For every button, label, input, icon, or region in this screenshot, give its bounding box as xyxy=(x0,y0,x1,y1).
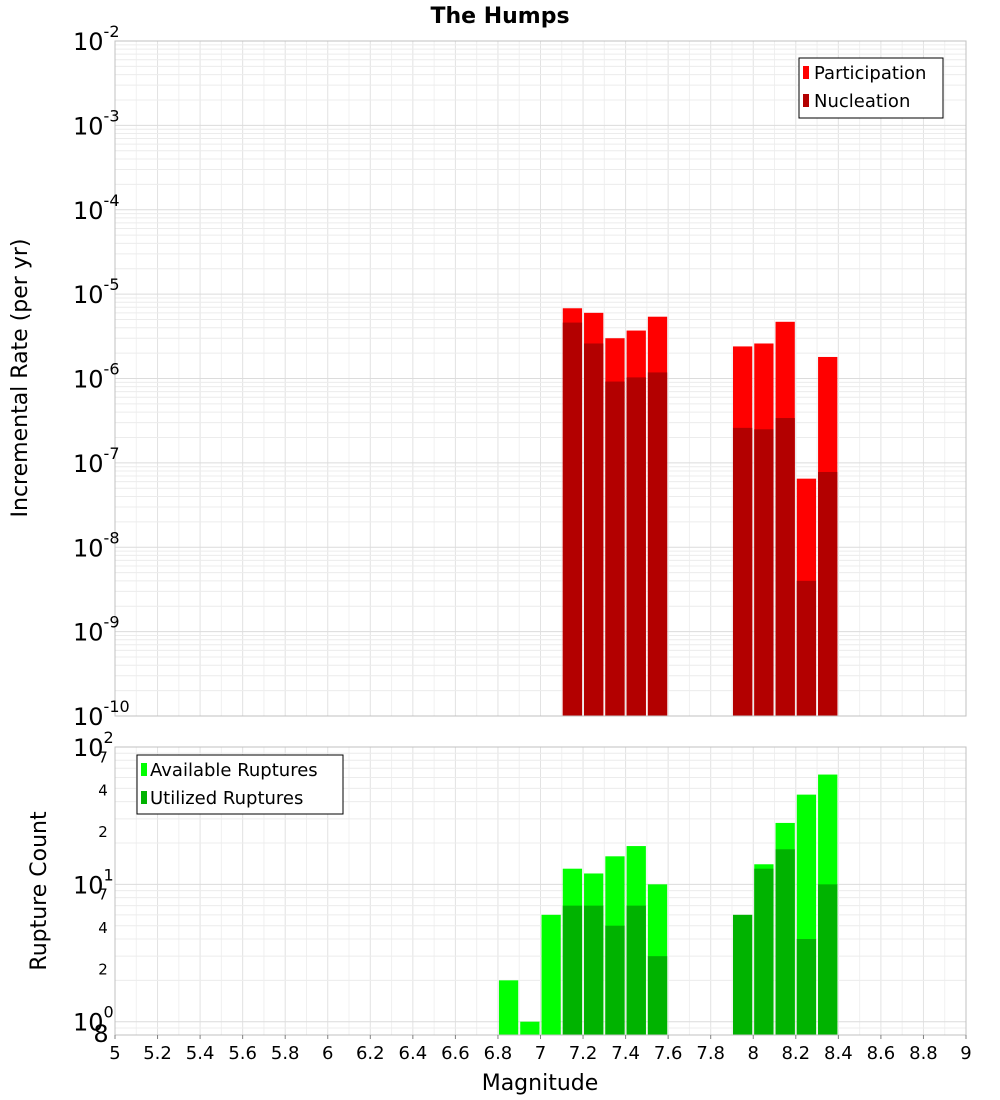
chart-title: The Humps xyxy=(430,4,569,29)
y-tick-label: 10-3 xyxy=(73,106,120,140)
legend-swatch-utilized-ruptures xyxy=(141,791,147,804)
bar-nucleation-7.9 xyxy=(732,427,753,716)
x-tick-label: 7.2 xyxy=(569,1043,598,1064)
x-axis-label: Magnitude xyxy=(482,1071,599,1096)
x-tick-label: 6.4 xyxy=(399,1043,428,1064)
bottom-legend: Available Ruptures Utilized Ruptures xyxy=(136,754,344,815)
x-tick-label: 8 xyxy=(748,1043,759,1064)
bar-nucleation-8.2 xyxy=(796,580,817,716)
bar-available-ruptures-6.8 xyxy=(498,980,519,1035)
y-tick-label: 10-4 xyxy=(73,191,120,225)
y-tick-label: 101 xyxy=(73,865,114,899)
top-gridlines xyxy=(114,40,967,717)
y-tick-label: 10-5 xyxy=(73,275,120,309)
x-tick-label: 8.8 xyxy=(909,1043,938,1064)
bar-nucleation-7.5 xyxy=(647,372,668,716)
x-tick-label: 7.6 xyxy=(654,1043,683,1064)
top-legend: Participation Nucleation xyxy=(798,57,944,119)
x-tick-label: 5.8 xyxy=(271,1043,300,1064)
y-tick-label: 102 xyxy=(73,728,114,762)
bar-nucleation-7.4 xyxy=(626,377,646,716)
y-tick-label-minor: 4 xyxy=(98,919,108,937)
legend-label-participation: Participation xyxy=(814,63,926,84)
top-plot-frame xyxy=(114,40,967,717)
y-tick-label: 10-7 xyxy=(73,444,120,478)
y-tick-label-minor: 7 xyxy=(98,886,108,904)
bar-nucleation-8.1 xyxy=(775,418,795,716)
y-tick-label-minor: 8 xyxy=(93,1020,108,1048)
bar-utilized-ruptures-7.3 xyxy=(605,925,625,1035)
y-tick-label-minor: 2 xyxy=(98,823,108,841)
x-tick-label: 5.4 xyxy=(186,1043,215,1064)
x-tick-label: 7.8 xyxy=(696,1043,725,1064)
x-tick-label: 7.4 xyxy=(611,1043,640,1064)
bar-utilized-ruptures-7.4 xyxy=(626,905,646,1035)
y-tick-label-minor: 2 xyxy=(98,960,108,978)
x-tick-label: 5.6 xyxy=(228,1043,257,1064)
x-tick-label: 8.2 xyxy=(781,1043,810,1064)
x-ticks: 5 5.2 5.4 5.6 5.8 6 6.2 6.4 6.6 6.8 7 7.2 7.4 7.6 7.8 8… xyxy=(109,1035,972,1064)
x-tick-label: 8.4 xyxy=(824,1043,853,1064)
x-tick-label: 6 xyxy=(322,1043,333,1064)
top-legend-box xyxy=(798,57,944,119)
x-tick-label: 6.6 xyxy=(441,1043,470,1064)
y-tick-label: 10-6 xyxy=(73,360,120,394)
x-tick-label: 5.2 xyxy=(143,1043,172,1064)
legend-label-nucleation: Nucleation xyxy=(814,91,910,112)
y-tick-label: 10-2 xyxy=(73,22,120,56)
bottom-legend-box xyxy=(136,754,344,815)
bar-nucleation-8 xyxy=(754,429,774,716)
legend-swatch-nucleation xyxy=(803,94,809,107)
bar-utilized-ruptures-7.1 xyxy=(562,905,583,1035)
bar-utilized-ruptures-7.5 xyxy=(647,956,668,1035)
bottom-bars xyxy=(498,774,838,1035)
y-tick-label: 100 xyxy=(73,1003,114,1037)
legend-swatch-participation xyxy=(803,66,809,79)
bar-nucleation-7.3 xyxy=(605,381,625,716)
x-tick-label: 6.2 xyxy=(356,1043,385,1064)
bottom-y-axis-label: Rupture Count xyxy=(27,811,52,971)
legend-label-available-ruptures: Available Ruptures xyxy=(150,760,318,781)
x-tick-label: 7 xyxy=(535,1043,546,1064)
y-tick-label: 10-9 xyxy=(73,613,120,647)
x-tick-label: 8.6 xyxy=(867,1043,896,1064)
bar-utilized-ruptures-8.3 xyxy=(818,884,838,1035)
y-tick-label-minor: 4 xyxy=(98,782,108,800)
bar-nucleation-8.3 xyxy=(818,471,838,716)
x-tick-label: 5 xyxy=(109,1043,120,1064)
y-tick-label: 10-8 xyxy=(73,528,120,562)
bar-available-ruptures-6.9 xyxy=(520,1021,540,1035)
legend-label-utilized-ruptures: Utilized Ruptures xyxy=(150,788,303,809)
top-plot-panel: 10-10 10-9 10-8 10-7 10-6 10-5 10-4 10-3 10-2 In… xyxy=(8,22,967,731)
bar-utilized-ruptures-8.1 xyxy=(775,849,795,1035)
bar-available-ruptures-7 xyxy=(541,914,561,1035)
top-bars xyxy=(562,308,838,716)
bar-utilized-ruptures-8.2 xyxy=(796,939,817,1035)
top-y-axis-label: Incremental Rate (per yr) xyxy=(8,239,33,518)
bar-nucleation-7.1 xyxy=(562,322,583,716)
bar-nucleation-7.2 xyxy=(584,343,604,716)
bar-utilized-ruptures-7.2 xyxy=(584,905,604,1035)
x-tick-label: 6.8 xyxy=(484,1043,513,1064)
y-tick-label-minor: 7 xyxy=(98,748,108,766)
bar-utilized-ruptures-8 xyxy=(754,868,774,1035)
legend-swatch-available-ruptures xyxy=(141,763,147,776)
y-tick-label: 10-10 xyxy=(73,697,130,731)
x-tick-label: 9 xyxy=(960,1043,971,1064)
bar-utilized-ruptures-7.9 xyxy=(732,914,753,1035)
top-y-ticks: 10-10 10-9 10-8 10-7 10-6 10-5 10-4 10-3 10-2 xyxy=(73,22,130,731)
